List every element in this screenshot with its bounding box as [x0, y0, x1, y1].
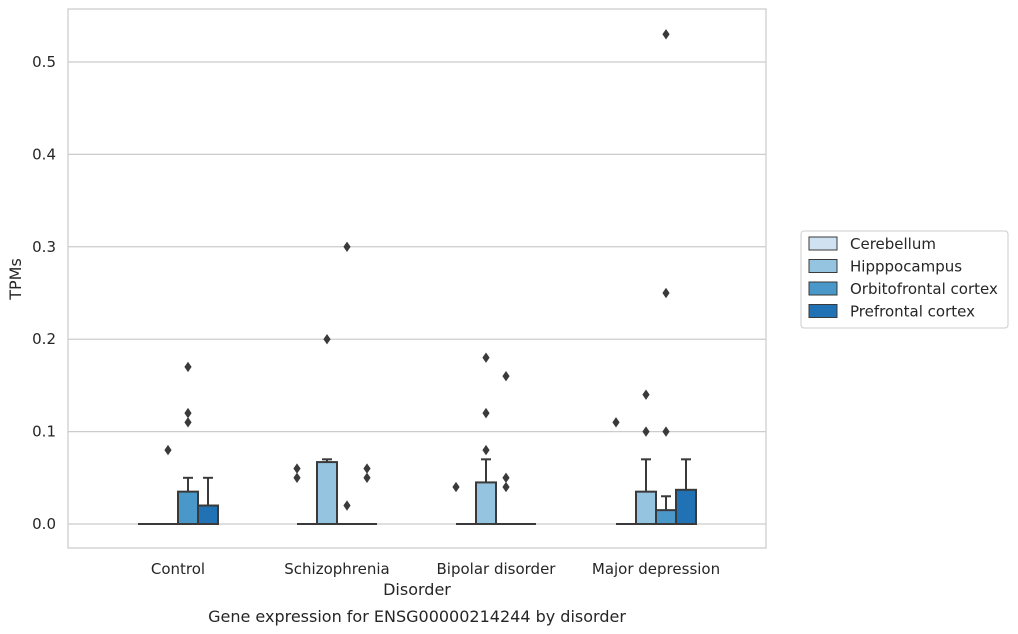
box-body: [316, 461, 338, 526]
x-axis-title: Disorder: [383, 580, 451, 599]
outlier-point: [612, 417, 620, 428]
legend-label: Orbitofrontal cortex: [850, 280, 998, 298]
box-plot-marks: [138, 29, 697, 526]
box-2-3: [655, 29, 677, 526]
box-1-2: [475, 352, 497, 526]
outlier-point: [363, 472, 371, 483]
plot-frame: [67, 8, 767, 549]
legend: Cerebellum Hipppocampus Orbitofrontal cort…: [800, 230, 1009, 329]
outlier-point: [502, 472, 510, 483]
outlier-point: [343, 500, 351, 511]
y-tick-label: 0.4: [32, 145, 56, 163]
box-3-0: [197, 476, 219, 525]
outlier-point: [184, 417, 192, 428]
box-3-1: [357, 463, 377, 525]
y-tick-label: 0.0: [32, 515, 56, 533]
outlier-point: [293, 463, 301, 474]
legend-swatch: [808, 236, 838, 251]
legend-label: Hipppocampus: [850, 258, 962, 276]
grid-lines: [68, 61, 766, 525]
outlier-point: [642, 389, 650, 400]
legend-label: Prefrontal cortex: [850, 303, 975, 321]
outlier-point: [482, 407, 490, 419]
outlier-point: [482, 352, 490, 363]
x-tick-label: Major depression: [592, 560, 720, 578]
outlier-point: [502, 481, 510, 493]
box-body: [655, 509, 677, 526]
y-tick-label: 0.1: [32, 423, 56, 441]
box-body: [675, 488, 697, 526]
outlier-point: [662, 287, 670, 299]
box-2-0: [177, 361, 199, 526]
outlier-point: [482, 444, 490, 456]
box-2-1: [337, 241, 357, 525]
chart-caption: Gene expression for ENSG00000214244 by d…: [208, 607, 626, 626]
y-tick-label: 0.2: [32, 330, 56, 348]
outlier-point: [184, 361, 192, 373]
outlier-point: [662, 426, 670, 437]
y-tick-label: 0.3: [32, 238, 56, 256]
legend-swatch: [808, 304, 838, 318]
outlier-point: [293, 472, 301, 483]
y-tick-label: 0.5: [32, 53, 56, 71]
box-3-3: [675, 458, 697, 526]
outlier-point: [184, 407, 192, 419]
box-body: [475, 481, 497, 526]
outlier-point: [642, 426, 650, 437]
y-axis-title: TPMs: [6, 258, 25, 301]
legend-swatch: [808, 281, 838, 296]
outlier-point: [452, 481, 460, 493]
legend-swatch: [808, 259, 838, 273]
box-1-0: [158, 444, 178, 525]
y-tick-labels: 0.0 0.1 0.2 0.3 0.4 0.5: [32, 53, 56, 533]
box-body: [197, 504, 219, 525]
outlier-point: [343, 241, 351, 252]
box-body: [635, 490, 657, 526]
box-1-3: [635, 389, 657, 526]
x-tick-label: Control: [151, 560, 205, 578]
x-tick-label: Schizophrenia: [284, 560, 389, 578]
outlier-point: [662, 29, 670, 40]
legend-frame: [800, 230, 1009, 329]
x-tick-label: Bipolar disorder: [437, 560, 557, 578]
box-2-2: [496, 370, 516, 525]
box-body: [177, 490, 199, 526]
x-tick-labels: Control Schizophrenia Bipolar disorder Majo…: [151, 560, 720, 578]
outlier-point: [363, 463, 371, 474]
box-1-1: [316, 334, 338, 526]
outlier-point: [164, 444, 172, 456]
outlier-point: [323, 334, 331, 345]
legend-label: Cerebellum: [850, 235, 936, 253]
outlier-point: [502, 370, 510, 382]
